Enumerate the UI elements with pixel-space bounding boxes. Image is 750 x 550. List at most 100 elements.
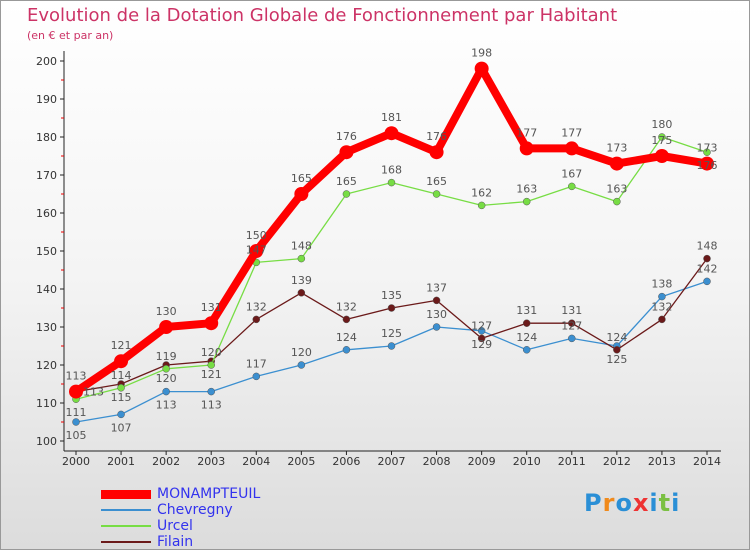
data-point xyxy=(387,304,396,312)
data-point xyxy=(69,384,83,399)
data-point xyxy=(387,178,396,187)
data-point xyxy=(117,410,125,419)
legend-label: Chevregny xyxy=(157,502,233,518)
chart-title: Evolution de la Dotation Globale de Fonc… xyxy=(27,5,618,26)
x-tick-label: 2007 xyxy=(378,455,406,468)
y-tick-label: 190 xyxy=(36,93,57,106)
data-label: 177 xyxy=(516,126,537,139)
data-point xyxy=(162,365,170,373)
data-label: 131 xyxy=(561,304,582,317)
x-tick-label: 2014 xyxy=(693,455,721,468)
x-tick-label: 2011 xyxy=(558,455,586,468)
data-point xyxy=(522,346,531,354)
data-label: 165 xyxy=(291,172,312,185)
data-label: 121 xyxy=(201,368,222,381)
data-label: 168 xyxy=(381,164,402,177)
data-label: 163 xyxy=(516,183,537,196)
legend-item: Filain xyxy=(101,534,193,550)
data-point xyxy=(654,149,669,163)
data-label: 129 xyxy=(471,338,492,351)
data-label: 176 xyxy=(697,159,718,172)
data-label: 119 xyxy=(156,350,177,363)
data-point xyxy=(294,187,309,201)
data-point xyxy=(384,126,399,141)
data-point xyxy=(297,361,306,369)
data-label: 176 xyxy=(426,130,447,143)
data-point xyxy=(477,334,486,343)
data-point xyxy=(477,327,486,335)
data-label: 111 xyxy=(66,406,87,419)
x-tick-label: 2002 xyxy=(152,455,180,468)
y-tick-label: 120 xyxy=(36,359,57,372)
legend-swatch xyxy=(101,489,151,499)
data-label: 127 xyxy=(561,319,582,332)
data-label: 105 xyxy=(66,429,87,442)
x-tick-label: 2009 xyxy=(468,455,496,468)
data-label: 113 xyxy=(66,370,87,383)
x-tick-label: 2004 xyxy=(242,455,270,468)
data-label: 163 xyxy=(606,183,627,196)
x-tick-label: 2010 xyxy=(513,455,541,468)
data-label: 120 xyxy=(291,346,312,359)
legend-swatch xyxy=(101,509,151,511)
x-tick-label: 2012 xyxy=(603,455,631,468)
data-point xyxy=(387,342,396,350)
data-point xyxy=(522,197,531,206)
data-label: 131 xyxy=(201,301,222,314)
data-label: 130 xyxy=(426,308,447,321)
legend-label: Urcel xyxy=(157,518,193,534)
data-point xyxy=(429,145,444,160)
data-label: 113 xyxy=(156,399,177,412)
y-tick-label: 170 xyxy=(36,169,57,182)
data-label: 125 xyxy=(606,353,627,366)
data-label: 125 xyxy=(381,327,402,340)
x-tick-label: 2005 xyxy=(287,455,315,468)
data-label: 117 xyxy=(246,357,267,370)
data-point xyxy=(72,418,80,426)
data-point xyxy=(703,277,711,286)
label-layer: 113 121 130 131 150 165 176 181 176 198 177 177 173 1… xyxy=(66,47,718,442)
data-point xyxy=(342,190,351,198)
y-tick-label: 180 xyxy=(36,131,57,144)
data-point xyxy=(342,346,351,354)
y-tick-label: 110 xyxy=(36,397,57,410)
data-label: 173 xyxy=(606,142,627,155)
data-point xyxy=(477,201,486,210)
data-label: 120 xyxy=(156,372,177,385)
data-point xyxy=(568,319,576,327)
data-label: 150 xyxy=(246,229,267,242)
data-label: 175 xyxy=(651,134,672,147)
data-label: 165 xyxy=(426,175,447,188)
data-point xyxy=(297,289,306,297)
data-label: 120 xyxy=(201,346,222,359)
data-label: 131 xyxy=(516,304,537,317)
data-label: 138 xyxy=(651,278,672,291)
data-label: 132 xyxy=(246,300,267,313)
data-point xyxy=(474,61,489,76)
data-point xyxy=(613,197,621,206)
data-point xyxy=(703,148,711,156)
x-tick-label: 2003 xyxy=(197,455,225,468)
legend-item: Chevregny xyxy=(101,502,233,518)
data-label: 132 xyxy=(651,300,672,313)
data-point xyxy=(564,141,579,156)
data-point xyxy=(207,361,215,369)
data-point xyxy=(252,372,261,381)
data-point xyxy=(297,254,306,263)
x-tick-label: 2013 xyxy=(648,455,676,468)
data-label: 114 xyxy=(111,369,132,382)
y-tick-label: 150 xyxy=(36,245,57,258)
data-label: 107 xyxy=(111,421,132,434)
data-label: 167 xyxy=(561,167,582,180)
data-label: 127 xyxy=(471,319,492,332)
proxiti-logo: Proxiti xyxy=(584,489,681,517)
data-point xyxy=(252,315,261,324)
y-tick-label: 160 xyxy=(36,207,57,220)
data-label: 180 xyxy=(651,118,672,131)
data-point xyxy=(522,319,531,327)
data-point xyxy=(207,387,215,396)
data-label: 124 xyxy=(516,331,537,344)
data-label: 165 xyxy=(336,175,357,188)
data-label: 148 xyxy=(291,240,312,253)
